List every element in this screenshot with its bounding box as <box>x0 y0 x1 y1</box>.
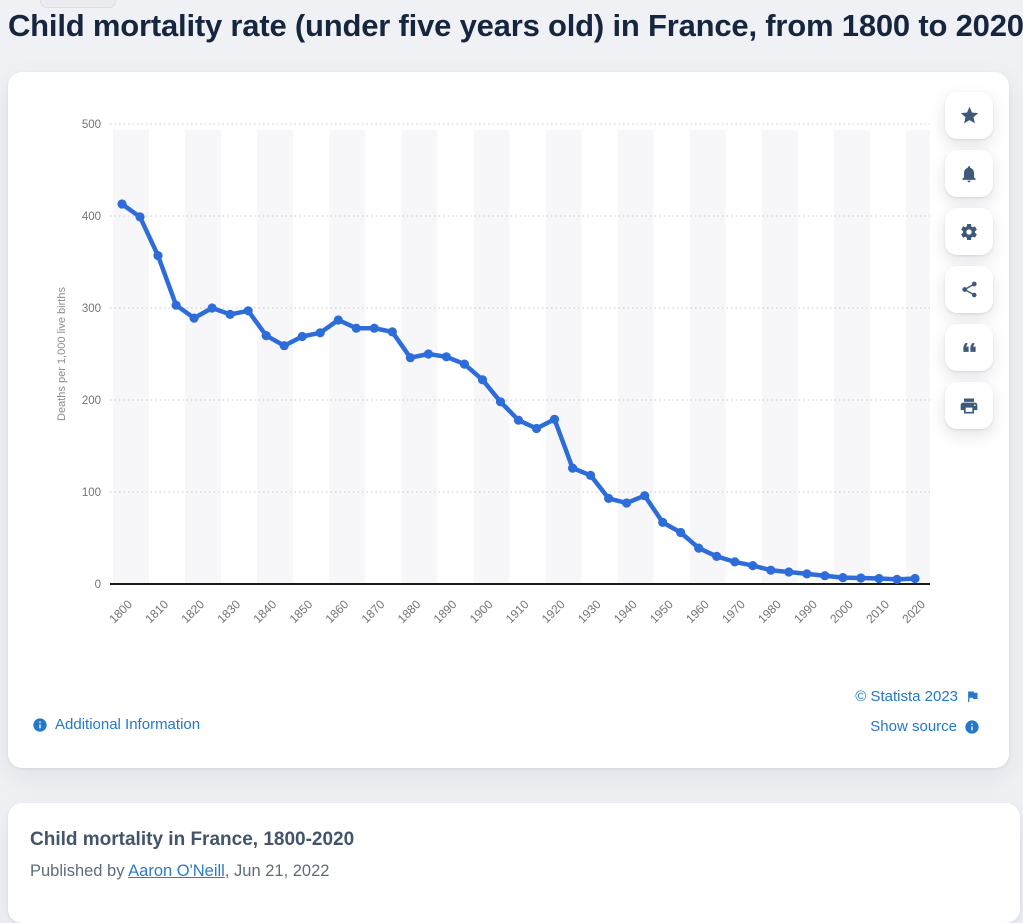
share-button[interactable] <box>945 266 993 313</box>
svg-text:0: 0 <box>95 579 101 591</box>
svg-text:400: 400 <box>82 211 101 223</box>
bell-icon <box>959 164 979 184</box>
svg-text:1900: 1900 <box>467 597 496 626</box>
statista-copyright-label: © Statista 2023 <box>855 688 958 705</box>
info-icon <box>964 719 980 735</box>
quote-icon <box>959 337 980 358</box>
page-title: Child mortality rate (under five years o… <box>8 8 1023 43</box>
author-link[interactable]: Aaron O'Neill <box>128 862 225 880</box>
top-edge-remnant <box>40 0 116 8</box>
svg-text:200: 200 <box>82 395 101 407</box>
additional-information-label: Additional Information <box>55 716 201 733</box>
svg-text:1810: 1810 <box>142 597 171 626</box>
svg-text:Deaths per 1,000 live births: Deaths per 1,000 live births <box>56 287 68 421</box>
published-suffix: , Jun 21, 2022 <box>224 862 330 880</box>
chart-svg[interactable]: 0 100 200 300 400 500 Deaths per 1,000 live bi… <box>8 72 1009 672</box>
svg-text:1950: 1950 <box>647 597 676 626</box>
svg-text:1930: 1930 <box>575 597 604 626</box>
svg-text:1980: 1980 <box>755 597 784 626</box>
svg-text:300: 300 <box>82 303 101 315</box>
statistic-title: Child mortality in France, 1800-2020 <box>30 829 355 850</box>
description-card: Child mortality in France, 1800-2020 Pub… <box>8 803 1020 923</box>
svg-text:2020: 2020 <box>899 597 928 626</box>
svg-text:1960: 1960 <box>683 597 712 626</box>
additional-information-link[interactable]: Additional Information <box>32 716 200 733</box>
svg-text:1890: 1890 <box>431 597 460 626</box>
star-icon <box>959 105 980 126</box>
show-source-label: Show source <box>870 718 957 735</box>
svg-text:1870: 1870 <box>359 597 388 626</box>
share-icon <box>960 280 979 299</box>
statista-copyright-link[interactable]: © Statista 2023 <box>855 688 980 705</box>
alert-button[interactable] <box>945 150 993 197</box>
info-icon <box>32 717 48 733</box>
svg-text:1850: 1850 <box>287 597 316 626</box>
settings-button[interactable] <box>945 208 993 255</box>
favorite-button[interactable] <box>945 92 993 139</box>
svg-text:1840: 1840 <box>251 597 280 626</box>
svg-text:500: 500 <box>82 119 101 131</box>
svg-text:2010: 2010 <box>863 597 892 626</box>
svg-text:1820: 1820 <box>178 597 207 626</box>
svg-text:1940: 1940 <box>611 597 640 626</box>
published-line: Published by Aaron O'Neill, Jun 21, 2022 <box>30 862 1020 881</box>
svg-text:1990: 1990 <box>791 597 820 626</box>
chart-toolbar <box>945 92 993 429</box>
svg-text:1880: 1880 <box>395 597 424 626</box>
show-source-link[interactable]: Show source <box>870 718 980 735</box>
chart-card: 0 100 200 300 400 500 Deaths per 1,000 live bi… <box>8 72 1009 768</box>
citation-button[interactable] <box>945 324 993 371</box>
svg-text:100: 100 <box>82 487 101 499</box>
gear-icon <box>959 222 979 242</box>
published-prefix: Published by <box>30 862 129 880</box>
svg-text:1910: 1910 <box>503 597 532 626</box>
svg-text:1800: 1800 <box>106 597 135 626</box>
svg-text:1860: 1860 <box>323 597 352 626</box>
print-icon <box>959 396 979 416</box>
svg-text:1970: 1970 <box>719 597 748 626</box>
svg-text:1830: 1830 <box>214 597 243 626</box>
svg-text:2000: 2000 <box>827 597 856 626</box>
print-button[interactable] <box>945 382 993 429</box>
flag-icon <box>965 689 980 704</box>
svg-text:1920: 1920 <box>539 597 568 626</box>
